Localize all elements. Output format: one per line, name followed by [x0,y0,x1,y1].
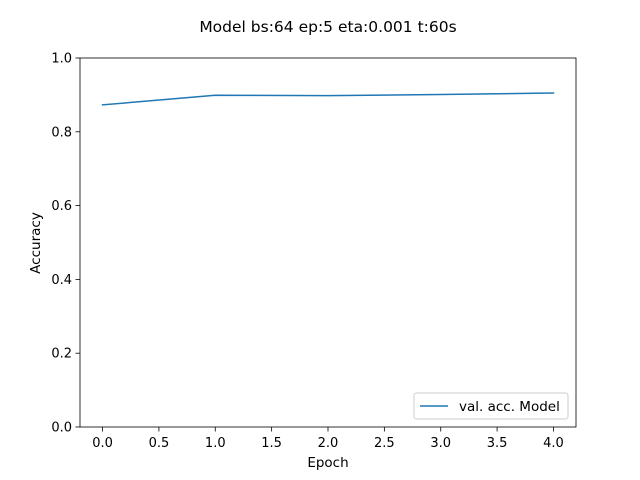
plot-area: 0.0 0.5 1.0 1.5 2.0 2.5 3.0 3.5 4.0 0.0 0.2 0.4 0.6 0… [51,52,577,451]
y-tick-label: 1.0 [51,52,72,67]
legend: val. acc. Model [413,392,569,420]
x-tick-label: 2.5 [374,436,395,451]
x-tick-label: 3.5 [487,436,508,451]
x-tick-label: 1.5 [261,436,282,451]
series-line-0 [101,92,555,106]
legend-box [413,392,569,420]
y-tick-label: 0.6 [51,199,72,214]
x-tick-label: 4.0 [543,436,564,451]
axes-frame [79,57,577,428]
x-tick-label: 2.0 [318,436,339,451]
chart-title: Model bs:64 ep:5 eta:0.001 t:60s [199,18,456,36]
x-tick-label: 3.0 [430,436,451,451]
y-axis-label: Accuracy [28,212,44,274]
x-tick-label: 1.0 [205,436,226,451]
y-tick-label: 0.2 [51,347,72,362]
legend-entry-label: val. acc. Model [459,399,560,415]
x-axis-label: Epoch [307,455,348,471]
y-tick-label: 0.8 [51,125,72,140]
x-tick-label: 0.5 [149,436,170,451]
y-tick-label: 0.4 [51,273,72,288]
y-tick-label: 0.0 [51,421,72,436]
x-tick-label: 0.0 [92,436,113,451]
